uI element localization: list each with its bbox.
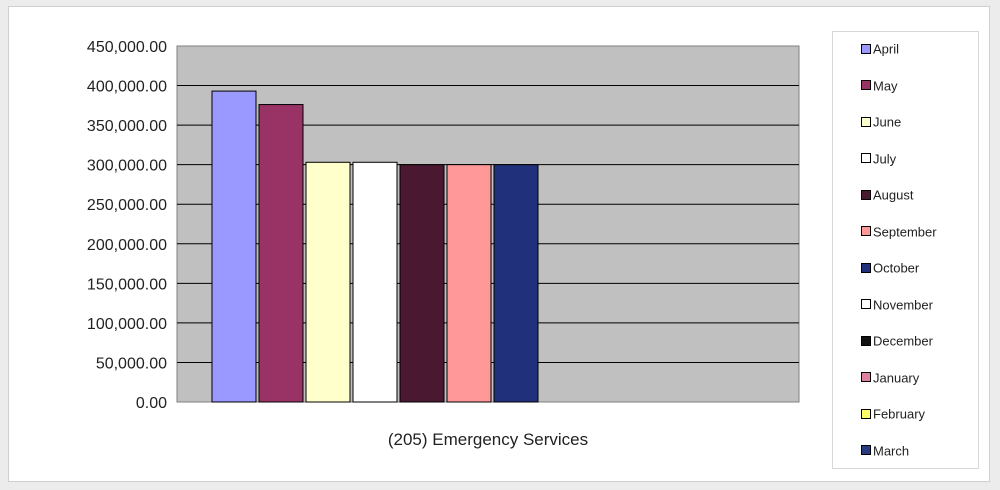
y-tick-label: 50,000.00 — [96, 355, 167, 372]
y-tick-label: 150,000.00 — [87, 276, 167, 293]
legend-swatch — [861, 153, 871, 164]
legend-item-april: April — [861, 40, 899, 58]
legend-swatch — [861, 226, 871, 237]
legend-label: May — [873, 78, 898, 94]
bar-may — [258, 104, 304, 403]
legend-swatch — [861, 372, 871, 383]
legend-item-may: May — [861, 77, 898, 95]
legend-label: February — [873, 406, 926, 422]
legend-swatch — [861, 335, 871, 346]
legend-swatch — [861, 299, 871, 310]
bar-june — [305, 161, 351, 403]
bar-april — [211, 90, 257, 403]
legend-item-november: November — [861, 296, 933, 314]
legend-swatch — [861, 80, 871, 91]
bar-august — [399, 164, 445, 403]
legend-item-june: June — [861, 113, 901, 131]
legend-label: January — [873, 370, 920, 386]
y-axis-tick-labels: 0.00 50,000.00 100,000.00 150,000.00 200,000… — [87, 39, 167, 412]
chart-frame: 0.00 50,000.00 100,000.00 150,000.00 200,000… — [8, 6, 990, 482]
bar-july — [352, 161, 398, 403]
y-tick-label: 350,000.00 — [87, 118, 167, 135]
legend-label: November — [873, 297, 933, 313]
legend-item-september: September — [861, 223, 937, 241]
y-tick-label: 200,000.00 — [87, 237, 167, 254]
legend-swatch — [861, 43, 871, 54]
legend-swatch — [861, 189, 871, 200]
y-tick-label: 100,000.00 — [87, 316, 167, 333]
y-tick-label: 250,000.00 — [87, 197, 167, 214]
legend-swatch — [861, 116, 871, 127]
legend-item-december: December — [861, 332, 933, 350]
legend-label: October — [873, 260, 920, 276]
legend-label: September — [873, 224, 937, 240]
legend-label: June — [873, 114, 902, 130]
legend-label: April — [873, 41, 900, 57]
legend-label: December — [873, 333, 933, 349]
legend-label: August — [873, 187, 914, 203]
bar-chart: 0.00 50,000.00 100,000.00 150,000.00 200,000… — [87, 39, 800, 449]
legend-swatch — [861, 408, 871, 419]
y-tick-label: 400,000.00 — [87, 79, 167, 96]
legend-swatch — [861, 445, 871, 456]
legend-item-march: March — [861, 442, 909, 460]
legend-label: March — [873, 443, 910, 459]
legend-label: July — [873, 151, 897, 167]
bars — [211, 90, 539, 403]
y-tick-label: 450,000.00 — [87, 39, 167, 56]
legend-item-august: August — [861, 186, 913, 204]
y-tick-label: 0.00 — [136, 395, 167, 412]
legend-item-october: October — [861, 259, 919, 277]
x-axis-label: (205) Emergency Services — [388, 430, 588, 449]
legend-item-february: February — [861, 405, 925, 423]
legend-item-july: July — [861, 150, 896, 168]
y-tick-label: 300,000.00 — [87, 158, 167, 175]
legend-swatch — [861, 262, 871, 273]
bar-october — [493, 164, 539, 403]
legend: April May June July August September October No… — [832, 31, 979, 469]
legend-item-january: January — [861, 369, 919, 387]
bar-september — [446, 164, 492, 403]
